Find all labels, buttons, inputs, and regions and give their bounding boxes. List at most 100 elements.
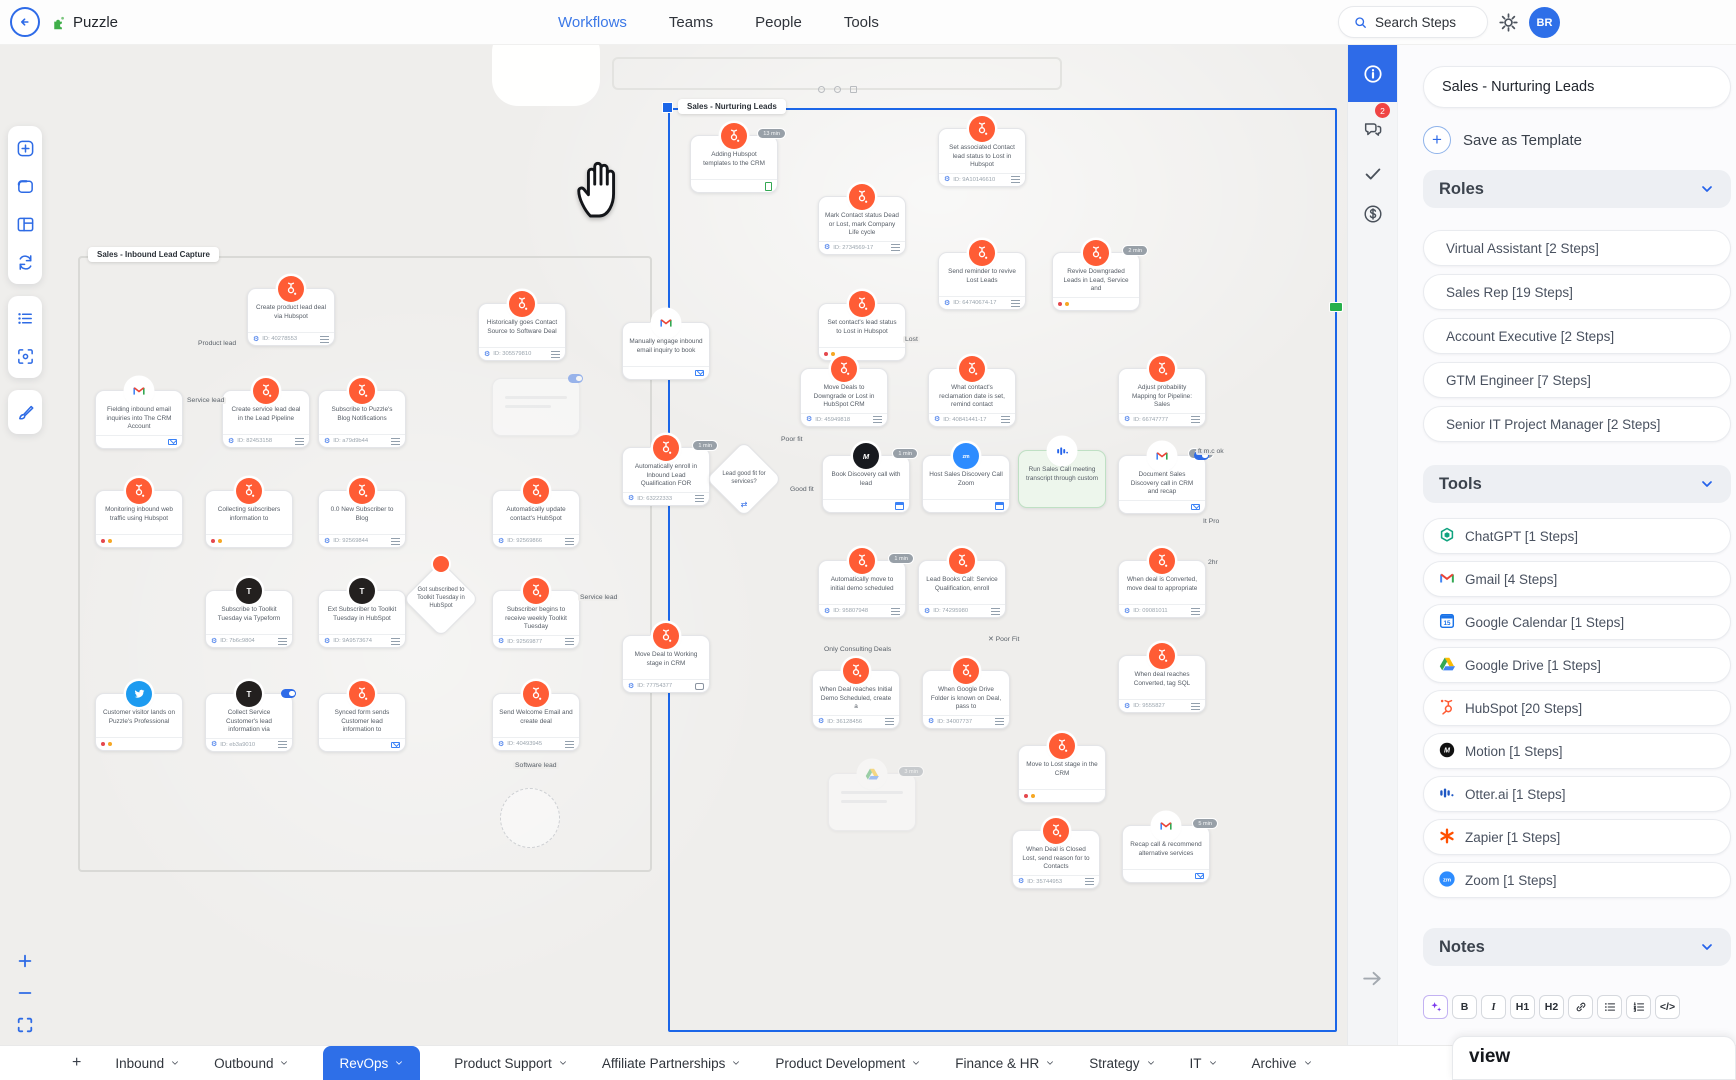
step-node-R24[interactable]: 3 min bbox=[828, 761, 924, 831]
tool-item[interactable]: ChatGPT [1 Steps] bbox=[1423, 518, 1731, 554]
role-item[interactable]: Virtual Assistant [2 Steps] bbox=[1423, 230, 1731, 266]
group-mini-controls[interactable] bbox=[818, 86, 857, 93]
step-node-L16[interactable]: T Collect Service Customer's lead informa… bbox=[205, 681, 296, 752]
search-steps-button[interactable]: Search Steps bbox=[1338, 6, 1488, 38]
workspace-tab-inbound[interactable]: Inbound bbox=[115, 1046, 180, 1080]
step-node-R20[interactable]: Move Deal to Working stage in CRM ⚙ ID: 77… bbox=[622, 623, 710, 693]
bullet-list-icon[interactable] bbox=[1597, 995, 1622, 1019]
step-node-R14[interactable]: zm Host Sales Discovery Call Zoom bbox=[922, 443, 1010, 513]
step-node-L13[interactable]: Got subscribed to Toolkit Tuesday in Hub… bbox=[402, 556, 480, 638]
step-node-R25[interactable]: Move to Lost stage in the CRM bbox=[1018, 733, 1106, 803]
step-node-L18[interactable]: Send Welcome Email and create deal ⚙ ID: 4… bbox=[492, 681, 580, 751]
notes-section-header[interactable]: Notes bbox=[1423, 928, 1731, 966]
workspace-tab-outbound[interactable]: Outbound bbox=[214, 1046, 289, 1080]
role-item[interactable]: Account Executive [2 Steps] bbox=[1423, 318, 1731, 354]
settings-gear-icon[interactable] bbox=[1497, 11, 1520, 34]
billing-dollar-icon[interactable] bbox=[1348, 192, 1398, 236]
step-node-R2[interactable]: Set associated Contact lead status to Lo… bbox=[938, 116, 1026, 187]
connector-handle[interactable] bbox=[1329, 302, 1343, 312]
h2-icon[interactable]: H2 bbox=[1539, 995, 1564, 1019]
tool-item[interactable]: Google Drive [1 Steps] bbox=[1423, 647, 1731, 683]
zoom-out-icon[interactable] bbox=[10, 980, 40, 1006]
tool-item[interactable]: HubSpot [20 Steps] bbox=[1423, 690, 1731, 726]
workspace-tab-it[interactable]: IT bbox=[1190, 1046, 1218, 1080]
workflow-title-input[interactable] bbox=[1423, 66, 1731, 108]
step-node-L12[interactable]: T Ext Subscriber to Toolkit Tuesday in Hu… bbox=[318, 578, 406, 648]
add-tab-button[interactable]: + bbox=[72, 1054, 82, 1071]
workspace-tab-finance-hr[interactable]: Finance & HR bbox=[955, 1046, 1055, 1080]
step-node-L10[interactable]: Automatically update contact's HubSpot ⚙ I… bbox=[492, 478, 580, 548]
step-node-L14[interactable]: Subscriber begins to receive weekly Tool… bbox=[492, 578, 580, 649]
list-icon[interactable] bbox=[10, 300, 40, 336]
workflow-group-inbound[interactable]: Sales - Inbound Lead Capture bbox=[78, 247, 652, 872]
frame-icon[interactable] bbox=[10, 168, 40, 204]
selection-handle[interactable] bbox=[662, 102, 673, 113]
step-node-L4[interactable]: Create service lead deal in the Lead Pip… bbox=[222, 378, 310, 448]
italic-icon[interactable]: I bbox=[1481, 995, 1506, 1019]
arrow-right-icon[interactable] bbox=[1360, 966, 1385, 996]
step-node-R3[interactable]: Mark Contact status Dead or Lost, mark C… bbox=[818, 184, 906, 255]
step-node-L11[interactable]: T Subscribe to Toolkit Tuesday via Typefo… bbox=[205, 578, 293, 648]
save-as-template-button[interactable]: + Save as Template bbox=[1423, 122, 1582, 158]
role-item[interactable]: Senior IT Project Manager [2 Steps] bbox=[1423, 406, 1731, 442]
step-node-R15[interactable]: Run Sales Call meeting transcript throug… bbox=[1018, 438, 1106, 508]
step-node-R5[interactable]: 2 min Revive Downgraded Leads in Lead, Se… bbox=[1052, 240, 1148, 311]
notes-preview-card[interactable]: view bbox=[1452, 1036, 1736, 1080]
avatar[interactable]: BR bbox=[1529, 7, 1560, 38]
add-step-icon[interactable] bbox=[10, 130, 40, 166]
step-node-R4[interactable]: Send reminder to revive Lost Leads ⚙ ID: 6… bbox=[938, 240, 1026, 310]
workspace-tab-strategy[interactable]: Strategy bbox=[1089, 1046, 1155, 1080]
step-node-L7[interactable]: Monitoring inbound web traffic using Hub… bbox=[95, 478, 183, 548]
step-node-R10[interactable]: Adjust probability Mapping for Pipeline:… bbox=[1118, 356, 1206, 427]
tool-item[interactable]: 15 Google Calendar [1 Steps] bbox=[1423, 604, 1731, 640]
step-node-L17[interactable]: Synced form sends Customer lead informat… bbox=[318, 681, 406, 752]
step-node-L6[interactable] bbox=[492, 374, 583, 436]
zoom-in-icon[interactable] bbox=[10, 948, 40, 974]
back-arrow-icon[interactable] bbox=[10, 7, 40, 37]
comments-icon[interactable]: 2 bbox=[1348, 103, 1398, 151]
step-node-R9[interactable]: What contact's reclamation date is set, … bbox=[928, 356, 1016, 427]
step-node-R17[interactable]: 1 min Automatically move to initial demo … bbox=[818, 548, 914, 618]
ordered-list-icon[interactable] bbox=[1626, 995, 1651, 1019]
tools-section-header[interactable]: Tools bbox=[1423, 465, 1731, 503]
layout-icon[interactable] bbox=[10, 206, 40, 242]
step-node-R11[interactable]: 1 min Automatically enroll in Inbound Lea… bbox=[622, 435, 718, 506]
h1-icon[interactable]: H1 bbox=[1510, 995, 1535, 1019]
step-node-L15[interactable]: Customer visitor lands on Puzzle's Profe… bbox=[95, 681, 183, 751]
nav-teams[interactable]: Teams bbox=[668, 14, 714, 31]
fit-screen-icon[interactable] bbox=[10, 1012, 40, 1038]
step-node-R16[interactable]: 1 minDocument Sales Discovery call in CR… bbox=[1118, 443, 1214, 514]
step-node-L5[interactable]: Subscribe to Puzzle's Blog Notifications… bbox=[318, 378, 406, 448]
workspace-tab-product-development[interactable]: Product Development bbox=[775, 1046, 921, 1080]
code-icon[interactable]: </> bbox=[1655, 995, 1680, 1019]
nav-tools[interactable]: Tools bbox=[843, 14, 879, 31]
nav-workflows[interactable]: Workflows bbox=[558, 14, 627, 31]
nav-people[interactable]: People bbox=[755, 14, 802, 31]
toggle-switch[interactable] bbox=[1194, 451, 1209, 460]
paintbrush-icon[interactable] bbox=[10, 394, 40, 430]
step-node-R13[interactable]: M 1 min Book Discovery call with lead bbox=[822, 443, 918, 513]
tool-item[interactable]: Gmail [4 Steps] bbox=[1423, 561, 1731, 597]
step-node-R7[interactable]: Manually engage inbound email inquiry to… bbox=[622, 310, 710, 380]
step-node-L19[interactable] bbox=[500, 788, 560, 848]
step-node-L2[interactable]: Historically goes Contact Source to Soft… bbox=[478, 291, 566, 361]
tool-item[interactable]: Otter.ai [1 Steps] bbox=[1423, 776, 1731, 812]
step-node-R22[interactable]: When Google Drive Folder is known on Dea… bbox=[922, 658, 1010, 729]
workspace-tab-product-support[interactable]: Product Support bbox=[454, 1046, 568, 1080]
roles-section-header[interactable]: Roles bbox=[1423, 170, 1731, 208]
step-node-L9[interactable]: 0.0 New Subscriber to Blog ⚙ ID: 92569844 bbox=[318, 478, 406, 548]
step-node-R18[interactable]: Lead Books Call: Service Qualification, … bbox=[918, 548, 1006, 618]
info-icon[interactable] bbox=[1348, 45, 1398, 102]
ai-sparkle-icon[interactable] bbox=[1423, 995, 1448, 1019]
tool-item[interactable]: M Motion [1 Steps] bbox=[1423, 733, 1731, 769]
bold-icon[interactable]: B bbox=[1452, 995, 1477, 1019]
link-icon[interactable] bbox=[1568, 995, 1593, 1019]
step-node-R12[interactable]: Lead good fit for services? ⇄ bbox=[705, 440, 783, 518]
sync-icon[interactable] bbox=[10, 244, 40, 280]
role-item[interactable]: GTM Engineer [7 Steps] bbox=[1423, 362, 1731, 398]
step-node-L1[interactable]: Create product lead deal via Hubspot ⚙ ID:… bbox=[247, 276, 335, 346]
step-node-L8[interactable]: Collecting subscribers information to bbox=[205, 478, 293, 548]
toggle-switch[interactable] bbox=[568, 374, 583, 383]
workspace-tab-affiliate-partnerships[interactable]: Affiliate Partnerships bbox=[602, 1046, 742, 1080]
